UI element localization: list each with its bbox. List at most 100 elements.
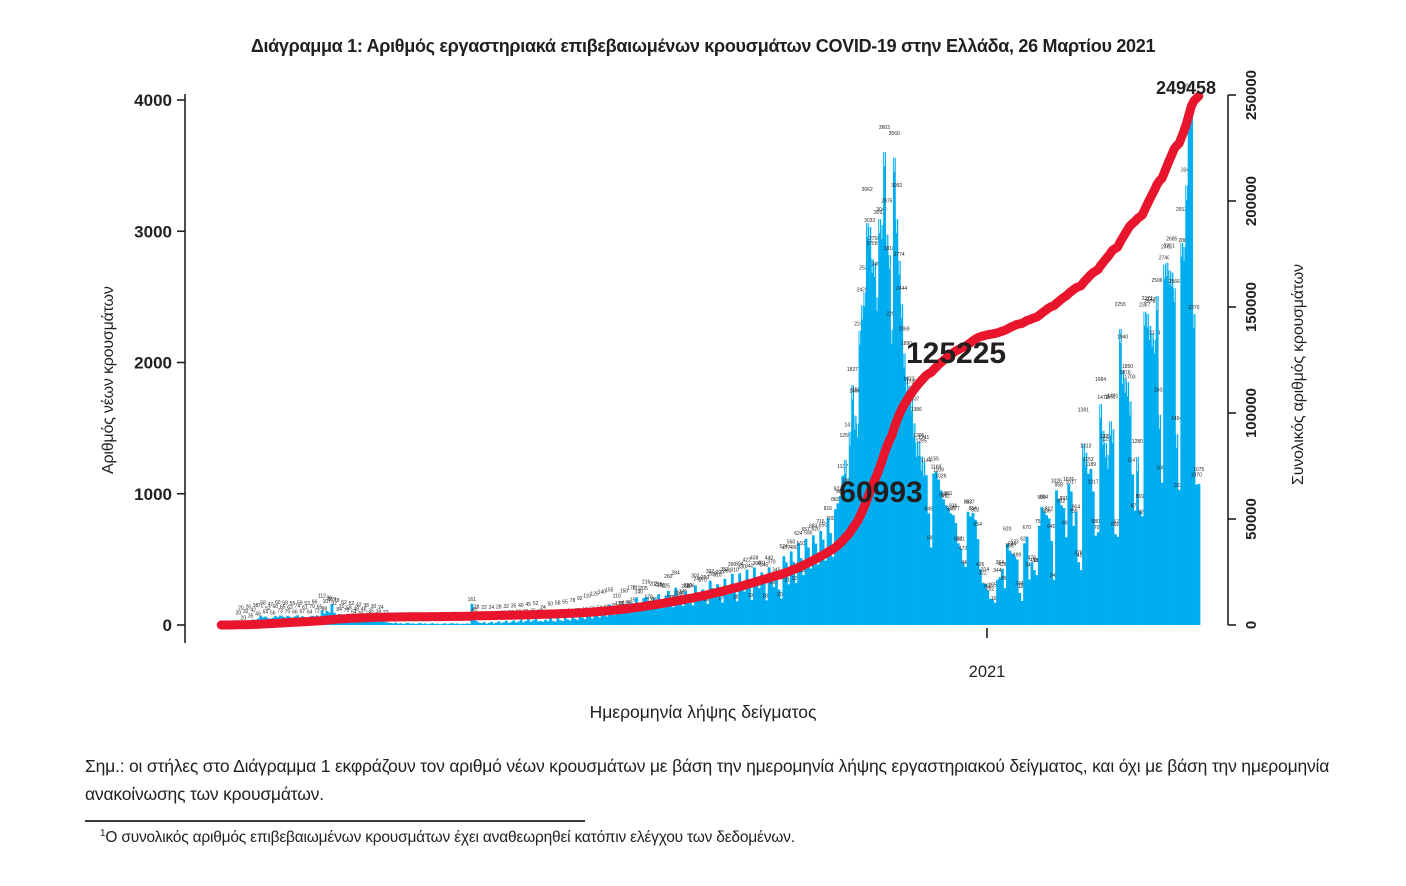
bar-value-label: 2774 <box>894 252 905 258</box>
bar-value-label: 78 <box>334 598 340 604</box>
bar <box>978 569 982 625</box>
bar-value-label: 1241 <box>918 435 929 441</box>
bar <box>642 598 646 625</box>
bar <box>497 621 501 625</box>
bar-value-label: 1155 <box>928 456 939 462</box>
chart-title: Διάγραμμα 1: Αριθμός εργαστηριακά επιβεβ… <box>250 36 1156 56</box>
bar <box>787 584 791 625</box>
bar <box>438 624 442 625</box>
bar <box>991 599 995 625</box>
cumulative-line <box>216 91 1204 630</box>
bar <box>590 618 594 625</box>
bar <box>581 617 584 625</box>
bar <box>529 621 533 625</box>
bar-value-label: 58 <box>346 605 352 611</box>
bar <box>662 608 665 625</box>
bar-value-label: 84 <box>336 607 342 613</box>
bar <box>617 608 621 625</box>
bar <box>1067 483 1071 625</box>
bar-value-label: 140 <box>635 590 644 596</box>
bar <box>728 594 732 625</box>
bar <box>674 587 678 625</box>
bar <box>826 517 830 625</box>
bar <box>654 604 658 625</box>
bar-value-label: 62 <box>287 605 293 611</box>
bar <box>379 621 383 625</box>
bar-value-label: 2444 <box>896 286 907 292</box>
bar <box>600 606 604 625</box>
bar <box>536 621 540 625</box>
bar-value-label: 2746 <box>1159 256 1170 262</box>
bar-value-label: 590 <box>804 531 813 537</box>
bar <box>703 592 707 625</box>
bar-value-label: 624 <box>794 531 803 537</box>
bar-value-label: 240 <box>694 577 703 583</box>
bar <box>1005 543 1009 625</box>
bar <box>740 581 744 625</box>
bar-value-label: 828 <box>1138 509 1147 515</box>
bar-value-label: 1823 <box>903 377 914 383</box>
bar-value-label: 3092 <box>891 183 902 189</box>
bar-value-label: 52 <box>533 601 539 607</box>
bar-value-label: 755 <box>1069 509 1078 515</box>
bar <box>1015 559 1019 625</box>
bar <box>920 456 923 625</box>
bar <box>880 224 884 625</box>
bar <box>1136 457 1139 625</box>
bar-value-label: 1017 <box>1065 480 1076 486</box>
left-axis-tick-label: 1000 <box>134 485 172 504</box>
bar-value-label: 20 <box>241 615 247 621</box>
right-axis-tick-label: 250000 <box>1243 70 1260 120</box>
bar-value-label: 58 <box>282 600 288 606</box>
cumulative-annotation: 60993 <box>839 476 922 509</box>
bar <box>959 548 963 625</box>
bar-value-label: 61 <box>302 605 308 611</box>
bar <box>708 580 712 625</box>
bar <box>411 623 415 625</box>
cumulative-annotation: 249458 <box>1156 78 1216 98</box>
bar-value-label: 160 <box>703 597 712 603</box>
bar-value-label: 70 <box>309 604 315 610</box>
bar-value-label: 1147 <box>1127 457 1138 463</box>
bar <box>416 623 420 625</box>
bar <box>865 223 869 626</box>
bar <box>593 608 597 625</box>
bar <box>504 620 508 625</box>
bar <box>1126 382 1130 625</box>
bar-value-label: 145 <box>679 589 688 595</box>
bar <box>694 585 697 625</box>
bar <box>981 582 985 625</box>
bar <box>387 622 390 625</box>
bar-value-label: 958 <box>939 492 948 498</box>
x-axis-year-tick-label: 2021 <box>968 663 1006 681</box>
bar-value-label: 290 <box>716 570 725 576</box>
bar <box>1104 443 1108 625</box>
bar-value-label: 38 <box>253 603 259 609</box>
bar-value-label: 1189 <box>1085 462 1096 468</box>
bar <box>539 621 543 625</box>
bar <box>541 621 545 625</box>
bar <box>954 523 958 625</box>
bar-value-label: 566 <box>1005 544 1014 550</box>
bar-value-label: 927 <box>834 486 843 492</box>
bar-value-label: 2566 <box>1169 279 1180 285</box>
bar <box>644 596 648 625</box>
bar-value-label: 59 <box>297 600 303 606</box>
bar <box>519 619 523 625</box>
bar-value-label: 869 <box>1136 494 1145 500</box>
bar-value-label: 700 <box>826 516 835 522</box>
bar-value-label: 150 <box>620 588 629 594</box>
bar <box>861 305 864 625</box>
bar-value-label: 230 <box>684 583 693 589</box>
bar-value-label: 3062 <box>862 187 873 193</box>
bar <box>755 577 759 625</box>
bar <box>927 513 931 625</box>
bar <box>735 601 739 625</box>
bar-value-label: 912 <box>942 493 951 499</box>
bar-value-label: 225 <box>662 583 671 589</box>
bar-value-label: 45 <box>471 607 477 613</box>
bar-value-label: 24 <box>540 605 546 611</box>
bar-value-label: 1297 <box>1102 437 1113 443</box>
bar <box>1160 482 1164 625</box>
bar-value-label: 344 <box>1050 573 1059 579</box>
